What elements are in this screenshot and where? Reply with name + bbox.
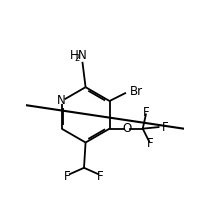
Text: N: N bbox=[78, 49, 87, 62]
Text: F: F bbox=[146, 137, 153, 150]
Text: Br: Br bbox=[130, 85, 143, 98]
Text: 2: 2 bbox=[75, 54, 80, 63]
Text: F: F bbox=[143, 106, 149, 119]
Text: H: H bbox=[70, 49, 79, 62]
Text: N: N bbox=[57, 94, 66, 107]
Text: O: O bbox=[122, 122, 132, 135]
Text: F: F bbox=[97, 170, 104, 183]
Text: F: F bbox=[64, 170, 71, 183]
Text: F: F bbox=[162, 121, 168, 134]
